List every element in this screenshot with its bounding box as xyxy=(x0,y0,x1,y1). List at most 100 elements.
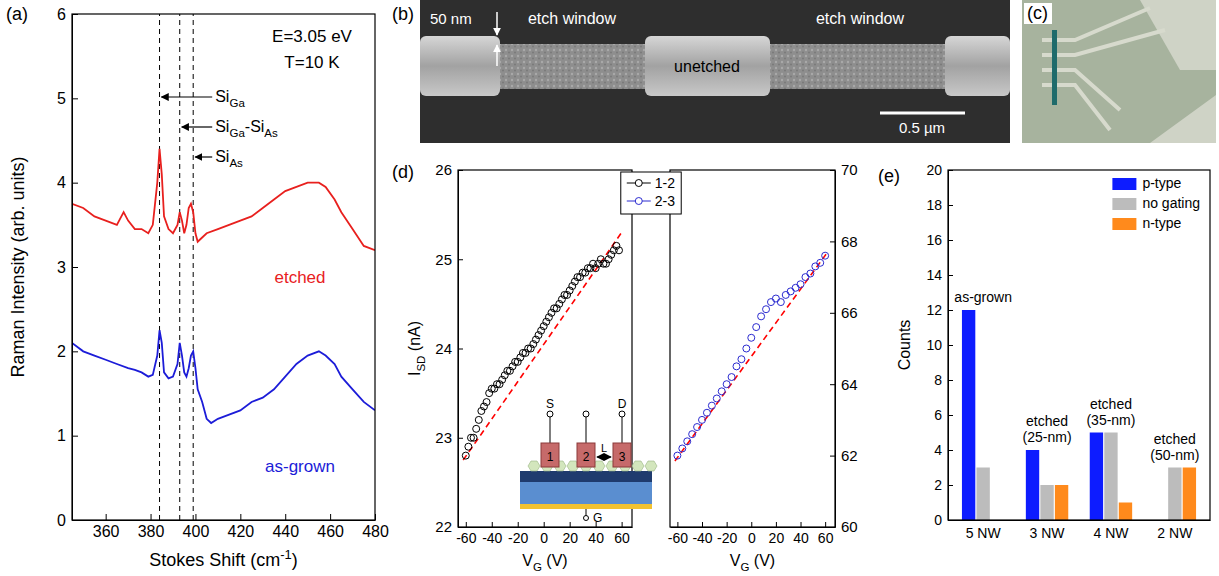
bar xyxy=(976,468,989,521)
tick-label: 64 xyxy=(841,376,858,393)
sem-background xyxy=(420,0,1010,143)
point xyxy=(812,263,819,270)
tick-label: 70 xyxy=(841,161,858,178)
tick-mark xyxy=(727,522,728,527)
reference-line xyxy=(193,14,194,520)
tick: 14 xyxy=(926,267,953,283)
panel-label: (b) xyxy=(392,4,414,24)
tick-label: 16 xyxy=(926,232,942,248)
label: etch window xyxy=(528,10,616,27)
tick-label: 380 xyxy=(138,523,165,540)
tick: 3 xyxy=(57,259,78,276)
wire xyxy=(550,417,551,443)
arrow xyxy=(195,156,212,157)
point xyxy=(733,363,740,370)
tick: 70 xyxy=(830,161,858,178)
point xyxy=(797,281,804,288)
tick-mark xyxy=(776,522,777,527)
axis: 0123456 xyxy=(57,6,78,529)
tick: 23 xyxy=(435,429,463,446)
tick-mark xyxy=(72,436,78,437)
terminal-label: G xyxy=(593,511,602,525)
panel-e: 024681012141618205 NW3 NW4 NW2 NWas-grow… xyxy=(878,162,1211,541)
tick-label: 4 NW xyxy=(1093,525,1129,541)
electrode xyxy=(1042,8,1150,40)
bar xyxy=(1119,503,1132,521)
panel-label: (d) xyxy=(392,162,414,182)
arrow xyxy=(496,45,498,66)
length-arrow xyxy=(597,457,611,458)
point xyxy=(753,324,760,331)
tick-mark xyxy=(285,514,286,520)
tick: 1 xyxy=(57,427,78,444)
tick-mark xyxy=(830,456,835,457)
axis-title: VG (V) xyxy=(730,552,775,573)
nanowire-segment xyxy=(528,461,540,471)
tick: 420 xyxy=(227,514,254,540)
tick: 40 xyxy=(793,522,809,546)
plot-frame xyxy=(670,170,835,527)
panel-a: 3603804004204404604800123456SiGaSiGa-SiA… xyxy=(6,4,389,570)
tick-label: 0 xyxy=(540,530,548,546)
axis-line xyxy=(73,520,376,521)
tick: 440 xyxy=(272,514,299,540)
nanowire-segment xyxy=(632,461,644,471)
plot-frame xyxy=(948,170,1210,520)
tick: 12 xyxy=(926,302,953,318)
tick: 460 xyxy=(317,514,344,540)
tick-mark xyxy=(948,415,953,416)
tick-label: 23 xyxy=(435,429,452,446)
label-part: Si xyxy=(215,148,229,165)
tick-label: 8 xyxy=(934,372,942,388)
label-part: As xyxy=(264,127,278,139)
tick-mark xyxy=(948,345,953,346)
terminal xyxy=(547,411,553,417)
plot-area xyxy=(72,14,375,520)
tick-label: 5 xyxy=(57,90,66,107)
tick: -60 xyxy=(456,522,476,546)
tick-mark xyxy=(948,310,953,311)
bar xyxy=(962,310,975,520)
annotation: as-grown xyxy=(954,289,1012,305)
axis-title: Counts xyxy=(896,320,913,371)
tick-mark xyxy=(458,170,463,171)
peak-label: SiGa xyxy=(215,88,245,109)
tick-mark xyxy=(518,522,519,527)
contact xyxy=(577,443,595,467)
panel-label: (c) xyxy=(1027,3,1048,23)
annotation: etched(25-nm) xyxy=(1023,413,1072,445)
tick: 16 xyxy=(926,232,953,248)
wire xyxy=(622,417,623,443)
electrode-pad xyxy=(1150,95,1216,143)
tick: 60 xyxy=(830,518,858,535)
tick: 0 xyxy=(748,522,756,546)
bar xyxy=(1168,468,1181,521)
point xyxy=(728,374,735,381)
tick-label: 480 xyxy=(362,523,389,540)
legend-label: 1-2 xyxy=(655,175,675,191)
tick: 360 xyxy=(93,514,120,540)
label-part: ) xyxy=(292,550,298,570)
tick-mark xyxy=(544,522,545,527)
peak-label: SiAs xyxy=(215,148,243,169)
axis: 606264666870 xyxy=(830,161,858,535)
panel-b: 50 nmetch windowunetchedetch window0.5 µ… xyxy=(392,0,1010,143)
tick-label: 20 xyxy=(562,530,578,546)
tick: 20 xyxy=(769,522,785,546)
tick: 6 xyxy=(57,6,78,23)
legend-label: no gating xyxy=(1142,195,1200,211)
axis-title: VG (V) xyxy=(522,552,567,573)
fit-line xyxy=(675,252,828,461)
point xyxy=(738,356,745,363)
point xyxy=(777,299,784,306)
point xyxy=(723,381,730,388)
length-label: L xyxy=(601,442,607,454)
tick-mark xyxy=(458,259,463,260)
point xyxy=(763,306,770,313)
panel-c: (c) xyxy=(1022,0,1216,143)
tick-mark xyxy=(825,522,826,527)
tick-mark xyxy=(830,384,835,385)
wire xyxy=(586,509,587,516)
annotation: T=10 K xyxy=(284,53,340,72)
terminal xyxy=(619,411,625,417)
